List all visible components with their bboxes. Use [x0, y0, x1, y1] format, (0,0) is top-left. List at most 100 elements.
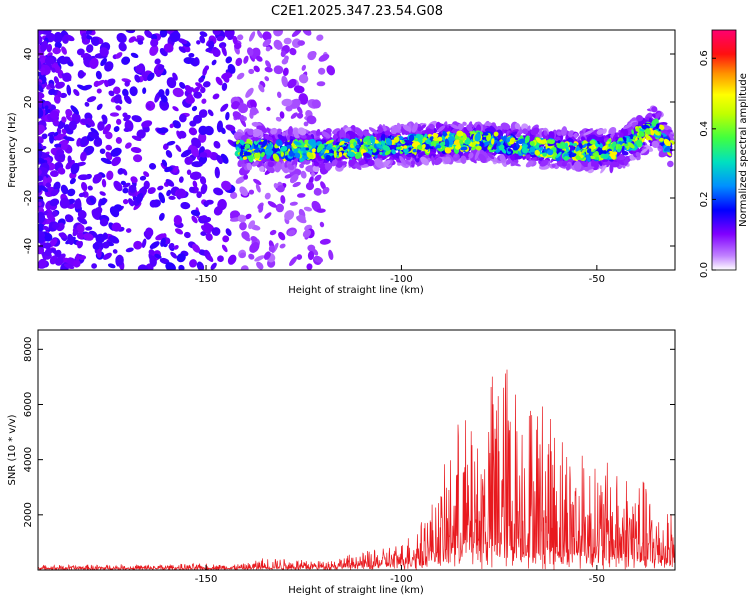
spectrogram-cell — [275, 203, 285, 213]
spectrogram-cell — [249, 99, 257, 109]
spectrogram-cell — [221, 180, 232, 191]
snr-frame — [37, 329, 676, 571]
spectrogram-cell — [439, 141, 446, 146]
spectrogram-ytick-label: 0 — [23, 147, 34, 153]
spectrogram-ytick-label: 40 — [23, 48, 34, 61]
spectrogram-cell — [645, 128, 651, 135]
spectrogram-cell — [463, 127, 470, 138]
spectrogram-cell — [354, 163, 362, 170]
spectrogram-cell — [289, 201, 298, 206]
spectrogram-cell — [540, 139, 547, 145]
spectrogram-cell — [111, 222, 122, 232]
spectrogram-cell — [353, 141, 357, 147]
spectrogram-cell — [102, 241, 110, 249]
spectrogram-cell — [48, 88, 56, 96]
spectrogram-cell — [60, 142, 68, 151]
snr-xtick-label: -100 — [390, 574, 413, 585]
spectrogram-ytick-label: -40 — [23, 238, 34, 254]
spectrogram-cell — [123, 127, 131, 132]
spectrogram-cell — [297, 40, 306, 46]
spectrogram-cell — [441, 146, 445, 152]
spectrogram-cell — [293, 85, 305, 94]
spectrogram-cell — [46, 187, 54, 195]
spectrogram-cell — [247, 153, 254, 163]
spectrogram-cell — [261, 139, 268, 148]
spectrogram-cell — [216, 154, 223, 165]
spectrogram-cell — [437, 136, 443, 142]
spectrogram-cell — [38, 151, 42, 159]
spectrogram-cell — [130, 146, 142, 153]
spectrogram-cell — [97, 121, 105, 131]
spectrogram-cell — [69, 177, 76, 185]
spectrogram-cell — [247, 47, 254, 56]
spectrogram-cell — [265, 46, 271, 52]
spectrogram-cell — [509, 153, 515, 161]
spectrogram-cell — [173, 165, 179, 173]
spectrogram-cell — [621, 145, 625, 152]
spectrogram-cell — [460, 155, 467, 164]
spectrogram-cell — [159, 30, 168, 38]
spectrogram-cell — [293, 141, 302, 146]
spectrogram-cell — [151, 34, 158, 41]
spectrogram-ylabel: Frequency (Hz) — [7, 112, 18, 188]
spectrogram-cell — [362, 152, 372, 158]
spectrogram-cell — [72, 259, 81, 268]
spectrogram-cell — [214, 166, 220, 179]
spectrogram-cell — [77, 210, 87, 219]
spectrogram-cell — [111, 156, 121, 167]
spectrogram-cell — [205, 199, 214, 205]
spectrogram-cell — [305, 182, 315, 191]
spectrogram-cell — [236, 148, 242, 155]
spectrogram-cell — [338, 140, 345, 146]
spectrogram-cell — [578, 142, 583, 149]
spectrogram-cell — [302, 229, 312, 238]
spectrogram-cell — [408, 134, 415, 142]
spectrogram-cell — [40, 40, 48, 53]
spectrogram-cell — [651, 113, 656, 118]
spectrogram-cell — [110, 147, 122, 157]
spectrogram-cell — [269, 229, 277, 236]
spectrogram-cell — [311, 99, 321, 109]
spectrogram-cell — [320, 181, 327, 190]
spectrogram-cell — [506, 138, 510, 143]
spectrogram-cell — [546, 149, 554, 156]
spectrogram-cell — [172, 87, 184, 98]
spectrogram-cell — [199, 151, 208, 158]
spectrogram-cell — [305, 160, 311, 165]
spectrogram-cell — [332, 146, 337, 151]
spectrogram-cell — [266, 106, 271, 111]
spectrogram-cell — [321, 131, 331, 139]
spectrogram-cell — [301, 64, 306, 71]
spectrogram-cell — [248, 220, 256, 229]
spectrogram-cell — [611, 141, 617, 148]
spectrogram-cell — [173, 244, 179, 250]
spectrogram-cell — [154, 253, 162, 259]
spectrogram-cell — [313, 187, 322, 196]
spectrogram-cell — [61, 73, 72, 82]
spectrogram-cell — [191, 215, 198, 224]
spectrogram-cell — [449, 123, 459, 130]
spectrogram-cell — [73, 198, 81, 210]
spectrogram-cell — [159, 257, 170, 264]
spectrogram-cell — [77, 216, 88, 225]
spectrogram-cell — [76, 224, 85, 234]
spectrogram-cell — [379, 151, 383, 155]
snr-xtick-label: -150 — [195, 574, 218, 585]
spectrogram-cell — [64, 214, 74, 223]
spectrogram-cell — [279, 243, 286, 249]
spectrogram-cell — [217, 255, 224, 263]
spectrogram-cell — [306, 151, 314, 160]
spectrogram-cell — [141, 238, 147, 249]
spectrogram-cell — [87, 185, 93, 191]
spectrogram-cell — [229, 210, 241, 219]
spectrogram-cell — [621, 150, 629, 156]
spectrogram-cell — [104, 61, 114, 72]
spectrogram-cell — [311, 172, 316, 177]
spectrogram-cell — [320, 148, 326, 154]
spectrogram-cell — [101, 178, 107, 188]
spectrogram-cell — [273, 30, 283, 37]
spectrogram-cell — [80, 136, 89, 147]
spectrogram-heatmap — [38, 30, 675, 270]
spectrogram-cell — [154, 58, 161, 65]
spectrogram-cell — [196, 261, 205, 270]
